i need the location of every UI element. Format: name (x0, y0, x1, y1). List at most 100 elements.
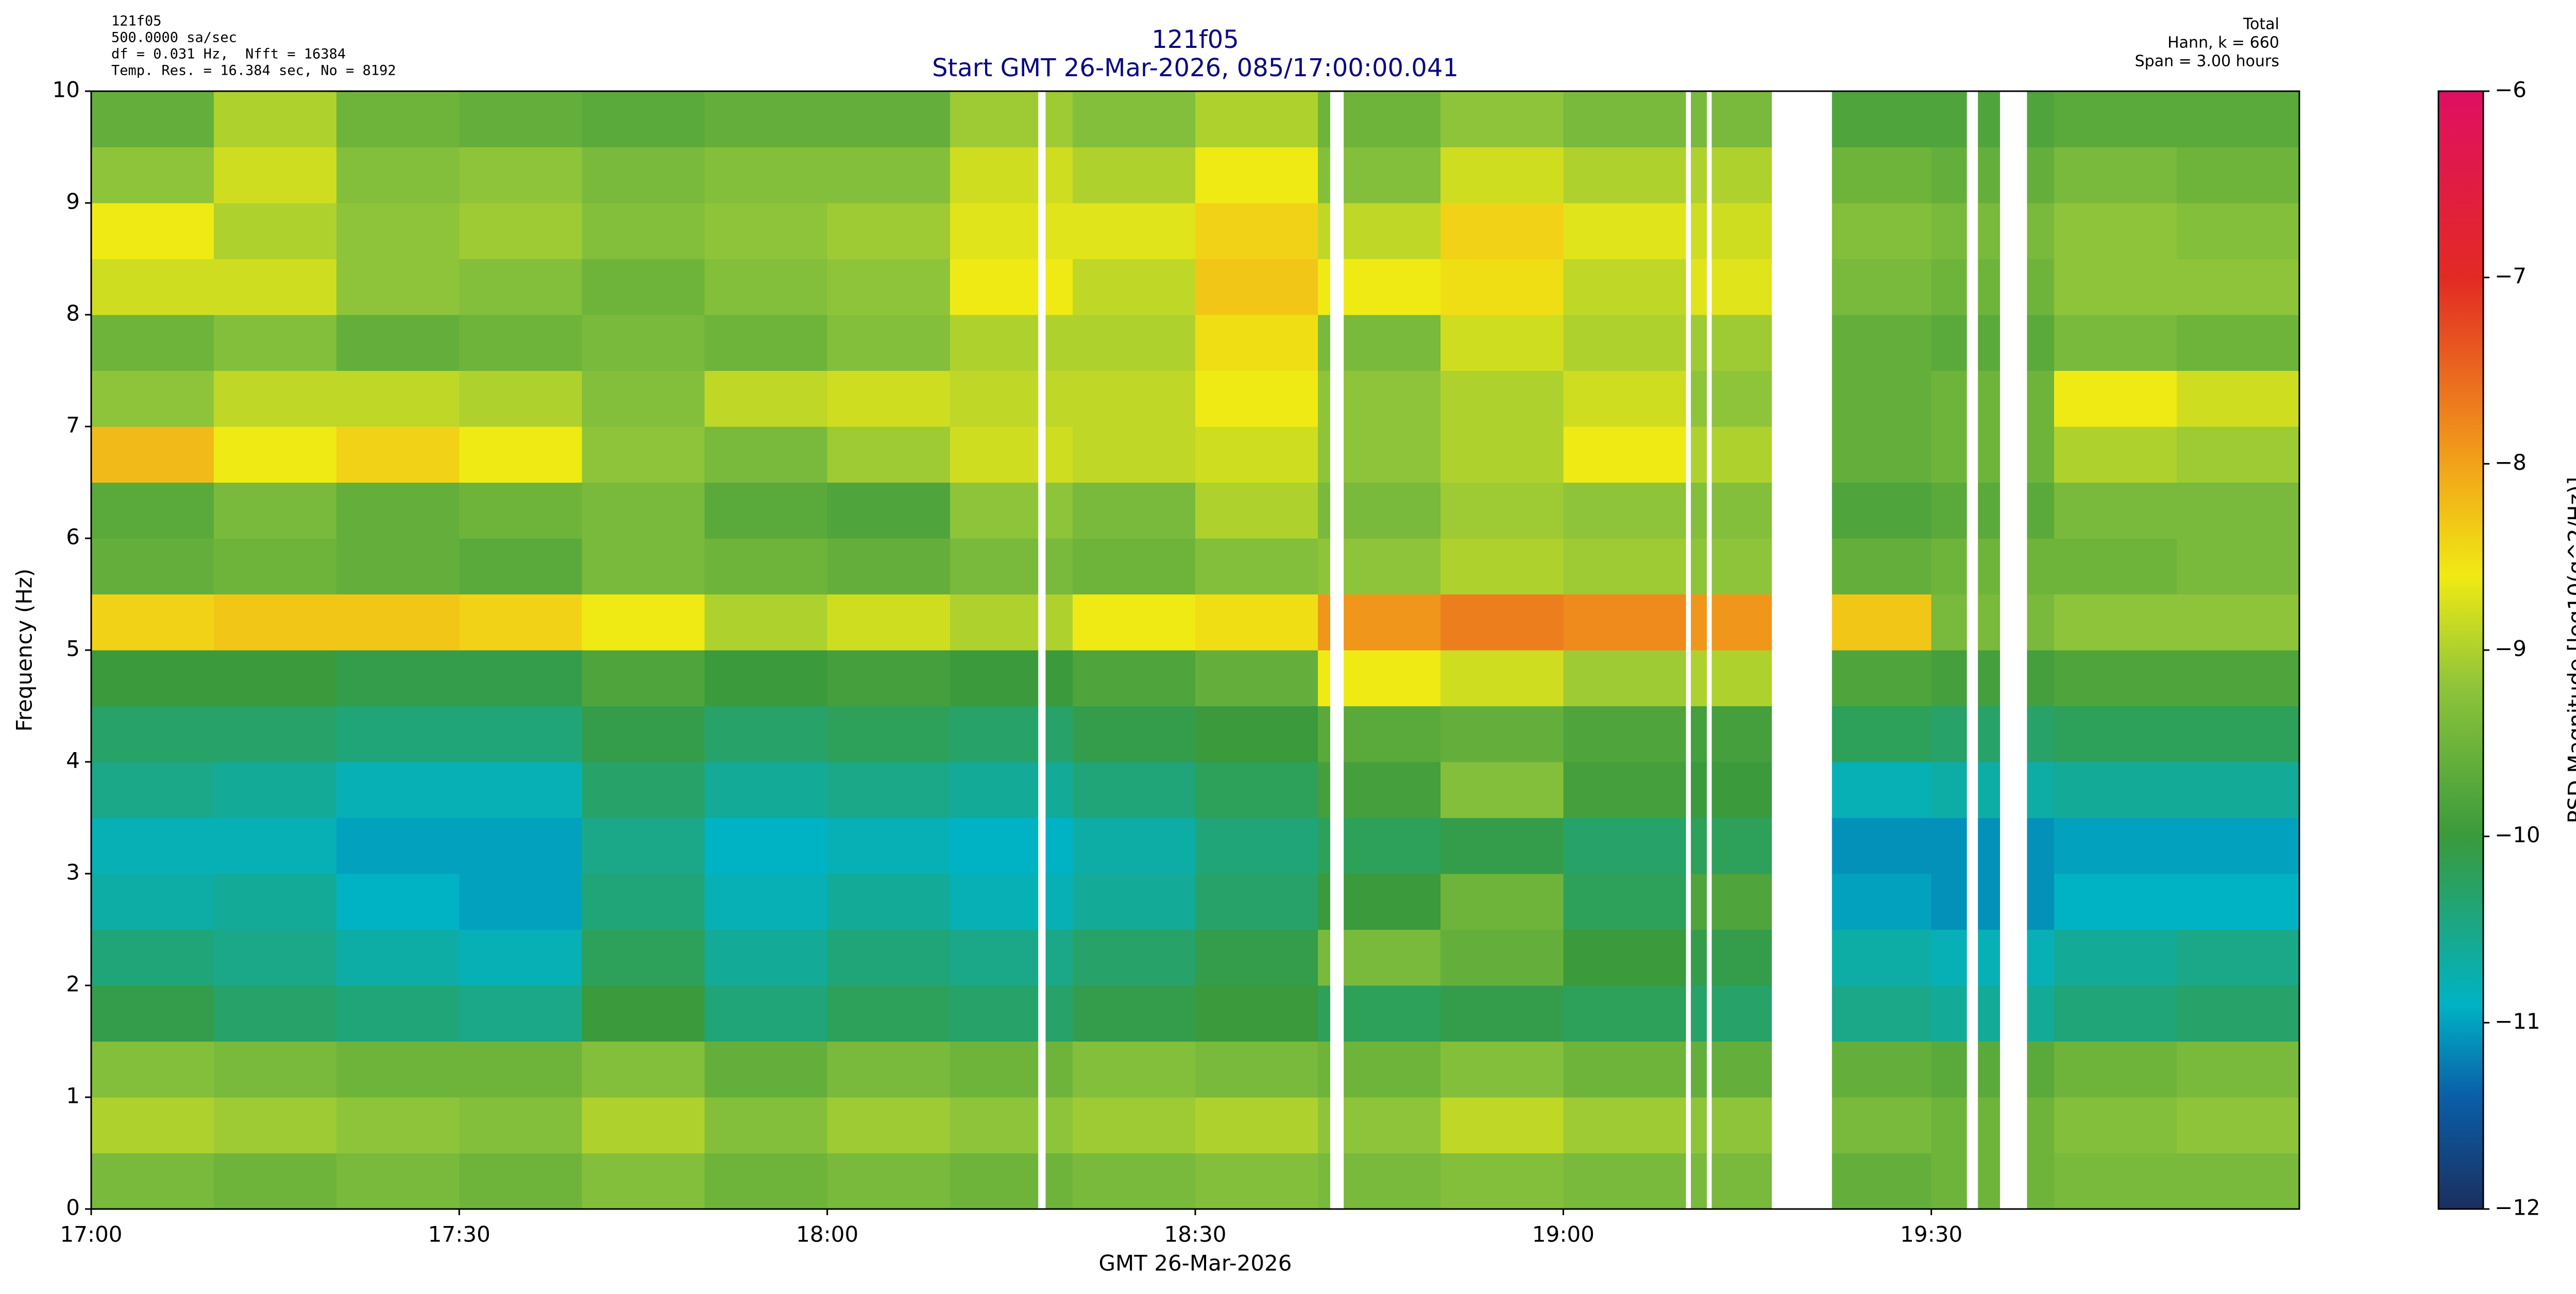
cell (1931, 874, 2055, 930)
cell (336, 1153, 460, 1210)
x-tick-label: 18:30 (1164, 1222, 1226, 1247)
cell (1440, 482, 1564, 539)
y-tick-label: 10 (53, 77, 80, 103)
cell (1931, 594, 2055, 651)
cell (827, 594, 951, 651)
cell (950, 594, 1073, 651)
cell (91, 594, 214, 651)
cell (336, 594, 460, 651)
chart-subtitle: Start GMT 26-Mar-2026, 085/17:00:00.041 (932, 54, 1459, 82)
cell (827, 203, 951, 259)
cell (704, 482, 828, 539)
cell (827, 1097, 951, 1153)
cell (91, 91, 214, 147)
cell (582, 874, 705, 930)
cell (1931, 259, 2055, 315)
colorbar (2437, 90, 2484, 1210)
x-tick-label: 17:00 (60, 1222, 122, 1247)
cell (950, 482, 1073, 539)
cell (582, 370, 705, 427)
cell (2176, 1097, 2300, 1153)
heatmap (91, 91, 2300, 1210)
cell (91, 818, 214, 874)
cell (336, 259, 460, 315)
cell (1072, 706, 1196, 762)
info-text: 121f05 (111, 13, 162, 29)
cell (1563, 706, 1686, 762)
cell (950, 147, 1073, 203)
cell (1931, 147, 2055, 203)
cell (1195, 650, 1318, 706)
cell (704, 1097, 828, 1153)
cell (1195, 538, 1318, 594)
cell (214, 874, 337, 930)
cell (214, 594, 337, 651)
cell (459, 315, 582, 371)
cell (1072, 818, 1196, 874)
cell (91, 1041, 214, 1098)
cell (827, 1041, 951, 1098)
cell (459, 1153, 582, 1210)
cell (704, 315, 828, 371)
cell (91, 427, 214, 483)
cell (1440, 650, 1564, 706)
colorbar-label: PSD Magnitude [log10(g^2/Hz)] (2564, 477, 2576, 824)
cell (459, 706, 582, 762)
cell (827, 259, 951, 315)
cell (1195, 874, 1318, 930)
cell (2054, 203, 2177, 259)
cell (582, 818, 705, 874)
cell (459, 762, 582, 818)
cell (1440, 259, 1564, 315)
y-tick-label: 6 (66, 524, 80, 550)
cell (214, 706, 337, 762)
cell (2054, 147, 2177, 203)
cell (1072, 482, 1196, 539)
info-text: 500.0000 sa/sec (111, 30, 237, 46)
cell (2054, 929, 2177, 986)
cell (91, 538, 214, 594)
cell (1931, 650, 2055, 706)
cell (2054, 427, 2177, 483)
cell (459, 594, 582, 651)
cell (827, 706, 951, 762)
cell (2176, 706, 2300, 762)
cell (459, 147, 582, 203)
cell (2054, 1153, 2177, 1210)
cell (1440, 1153, 1564, 1210)
cell (1931, 482, 2055, 539)
cell (1563, 818, 1686, 874)
cell (459, 538, 582, 594)
cell (1195, 427, 1318, 483)
cell (2054, 818, 2177, 874)
cell (336, 538, 460, 594)
colorbar-tick-label: −9 (2495, 636, 2527, 661)
cell (336, 706, 460, 762)
cell (1440, 706, 1564, 762)
cell (2054, 985, 2177, 1042)
cell (827, 482, 951, 539)
cell (2054, 594, 2177, 651)
cell (1563, 762, 1686, 818)
cell (704, 203, 828, 259)
cell (1563, 370, 1686, 427)
cell (704, 538, 828, 594)
cell (91, 650, 214, 706)
cell (1195, 147, 1318, 203)
data-gap (1038, 91, 1046, 1209)
cell (950, 203, 1073, 259)
cell (2176, 482, 2300, 539)
cell (582, 91, 705, 147)
cell (2054, 259, 2177, 315)
cell (2054, 1097, 2177, 1153)
cell (582, 315, 705, 371)
cell (704, 147, 828, 203)
y-tick-label: 1 (66, 1083, 80, 1109)
cell (2176, 929, 2300, 986)
cell (704, 1041, 828, 1098)
cell (1440, 762, 1564, 818)
cell (459, 203, 582, 259)
cell (1195, 370, 1318, 427)
cell (1931, 762, 2055, 818)
